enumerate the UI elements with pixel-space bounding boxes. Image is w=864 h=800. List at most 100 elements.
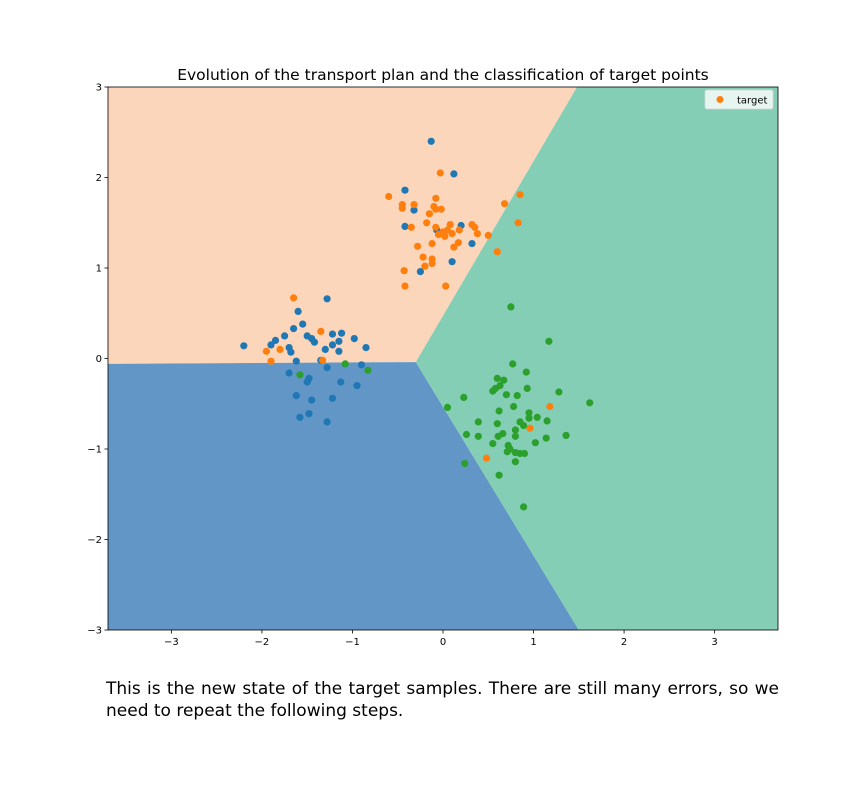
point-series-2 <box>441 232 449 240</box>
point-series-2 <box>317 327 325 335</box>
point-series-3 <box>499 430 507 438</box>
chart-figure: Evolution of the transport plan and the … <box>87 66 779 648</box>
point-target <box>294 307 302 315</box>
x-tick-label: −2 <box>255 637 270 648</box>
point-series-3 <box>525 414 533 422</box>
point-series-3 <box>489 387 497 395</box>
point-target <box>323 295 331 303</box>
y-axis: −3 −2 −1 0 1 2 3 <box>87 83 108 637</box>
point-target <box>271 336 280 344</box>
point-series-2 <box>437 205 445 213</box>
point-target <box>448 258 456 266</box>
point-series-2 <box>432 205 440 213</box>
legend-box <box>704 89 774 110</box>
point-series-2 <box>419 253 427 261</box>
point-series-3 <box>542 434 550 442</box>
x-axis: −3 −2 −1 0 1 2 3 <box>164 630 718 648</box>
point-series-3 <box>296 371 304 379</box>
y-tick-label: −1 <box>87 445 102 456</box>
plot-area <box>107 86 779 631</box>
x-tick-label: 1 <box>530 637 536 648</box>
point-series-3 <box>460 393 468 401</box>
point-target <box>292 357 300 365</box>
point-series-3 <box>493 420 501 428</box>
point-series-2 <box>276 345 284 353</box>
point-series-2 <box>436 169 444 177</box>
y-tick-label: −3 <box>87 626 102 637</box>
point-series-2 <box>425 210 433 218</box>
point-series-2 <box>471 223 479 231</box>
point-target <box>350 335 358 343</box>
point-series-3 <box>489 440 497 448</box>
point-series-3 <box>525 409 533 417</box>
point-series-3 <box>513 392 521 400</box>
point-target <box>362 344 370 352</box>
legend-label-target: target <box>737 96 767 107</box>
point-series-2 <box>290 294 298 302</box>
point-series-2 <box>401 282 409 290</box>
point-series-2 <box>410 201 418 209</box>
point-series-2 <box>454 239 462 247</box>
point-series-2 <box>514 219 522 227</box>
point-series-2 <box>428 259 436 268</box>
point-target <box>323 364 331 372</box>
point-target <box>328 341 337 349</box>
point-series-3 <box>474 418 482 426</box>
point-target <box>335 337 343 345</box>
point-target <box>335 347 343 355</box>
point-series-2 <box>432 223 440 231</box>
point-series-3 <box>341 360 349 368</box>
region-blue <box>108 362 579 630</box>
point-series-3 <box>545 337 553 345</box>
point-series-3 <box>522 368 530 376</box>
region-orange <box>108 87 577 364</box>
point-series-2 <box>546 402 554 411</box>
point-target <box>290 325 298 333</box>
y-tick-label: 2 <box>96 173 102 184</box>
x-tick-label: 3 <box>711 637 717 648</box>
point-series-3 <box>364 366 372 374</box>
point-series-3 <box>520 449 529 458</box>
point-series-3 <box>502 391 510 399</box>
point-target <box>401 186 409 194</box>
point-series-3 <box>493 374 501 382</box>
point-target <box>401 222 409 230</box>
point-target <box>468 240 476 248</box>
point-series-3 <box>533 413 541 421</box>
point-series-2 <box>442 282 450 290</box>
point-series-3 <box>507 303 515 311</box>
point-series-2 <box>267 357 275 365</box>
point-series-3 <box>443 403 452 411</box>
y-tick-label: 3 <box>96 83 102 94</box>
point-target <box>328 330 337 338</box>
point-series-3 <box>543 417 551 425</box>
point-series-3 <box>461 459 469 468</box>
point-series-2 <box>423 219 431 227</box>
point-series-3 <box>511 458 519 466</box>
point-target <box>321 345 329 353</box>
point-series-2 <box>455 226 463 234</box>
point-series-2 <box>385 192 393 201</box>
x-tick-label: −1 <box>345 637 360 648</box>
y-tick-label: 1 <box>96 264 102 275</box>
point-series-3 <box>520 503 528 511</box>
point-series-2 <box>501 200 509 208</box>
point-series-3 <box>511 426 519 434</box>
point-series-3 <box>511 432 519 440</box>
point-series-3 <box>562 431 570 439</box>
point-series-2 <box>482 454 491 462</box>
point-target <box>450 170 458 178</box>
legend: target <box>704 89 774 110</box>
point-series-3 <box>555 388 563 396</box>
point-target <box>296 413 304 421</box>
point-series-3 <box>531 439 540 447</box>
point-series-2 <box>262 347 270 355</box>
point-series-2 <box>493 248 501 256</box>
point-series-3 <box>495 407 503 415</box>
point-series-2 <box>407 223 415 231</box>
point-series-3 <box>509 402 518 411</box>
point-series-2 <box>473 230 481 238</box>
chart-title: Evolution of the transport plan and the … <box>177 66 709 84</box>
point-series-2 <box>398 204 406 212</box>
point-series-2 <box>319 356 327 364</box>
